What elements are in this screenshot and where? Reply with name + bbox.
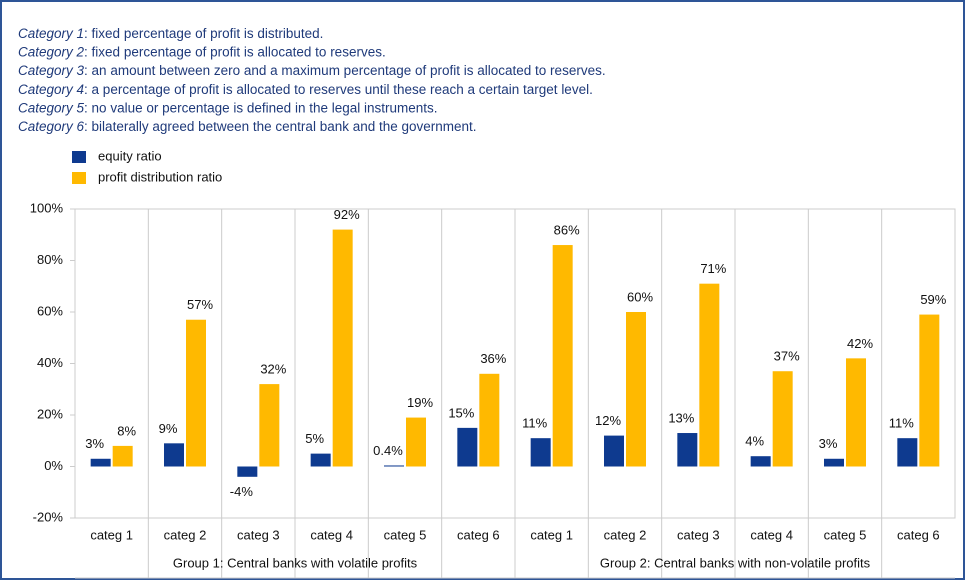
y-tick-label: 100% [30,200,64,215]
bar [677,433,698,467]
bar [259,384,280,467]
x-tick-label: categ 2 [604,527,647,542]
value-label: 71% [700,261,726,276]
bar [552,245,573,467]
note-label: Category 6 [18,119,85,134]
note-text: : fixed percentage of profit is allocate… [84,44,386,59]
value-label: 15% [448,405,474,420]
value-label: 60% [627,289,653,304]
value-label: 0.4% [373,443,403,458]
note: Category 3: an amount between zero and a… [18,63,606,78]
note-text: : bilaterally agreed between the central… [84,119,477,134]
note-label: Category 2 [18,44,85,59]
x-tick-label: categ 6 [457,527,500,542]
note-label: Category 1 [18,26,84,41]
note-text: : fixed percentage of profit is distribu… [84,26,323,41]
y-tick-label: 20% [37,406,63,421]
group-label: Group 1: Central banks with volatile pro… [173,555,418,570]
bar [384,465,404,467]
legend-swatch [72,151,86,163]
value-label: 42% [847,336,873,351]
value-label: 59% [920,292,946,307]
note: Category 1: fixed percentage of profit i… [18,26,323,41]
value-label: 11% [889,416,914,431]
bar [186,319,206,467]
value-label: 8% [117,423,136,438]
x-tick-label: categ 3 [237,527,280,542]
value-label: 37% [774,349,800,364]
y-tick-label: 80% [37,252,63,267]
value-label: 92% [334,207,360,222]
legend-swatch [72,172,86,184]
note-label: Category 3 [18,63,85,78]
bar [332,229,353,467]
note: Category 2: fixed percentage of profit i… [18,44,386,59]
note: Category 4: a percentage of profit is al… [18,81,593,96]
bar [897,438,918,467]
x-tick-label: categ 5 [384,527,427,542]
note: Category 5: no value or percentage is de… [18,100,438,115]
value-label: 13% [668,410,694,425]
x-tick-label: categ 4 [750,527,793,542]
bar [479,373,500,467]
bar [699,283,720,467]
note-text: : an amount between zero and a maximum p… [84,63,606,78]
bar [457,427,478,467]
y-tick-label: 40% [37,355,63,370]
bar [112,445,133,467]
bar [237,466,258,477]
value-label: 19% [407,395,433,410]
x-tick-label: categ 6 [897,527,940,542]
x-tick-label: categ 2 [164,527,207,542]
bar [90,458,111,467]
bar [824,458,844,467]
value-label: 12% [595,413,621,428]
value-label: 3% [85,436,104,451]
value-label: -4% [230,484,254,499]
y-tick-label: -20% [33,509,64,524]
x-tick-label: categ 1 [90,527,133,542]
value-label: 9% [159,421,178,436]
note-label: Category 5 [18,100,85,115]
bar [846,358,866,467]
group-label: Group 2: Central banks with non-volatile… [600,555,871,570]
value-label: 5% [305,431,324,446]
bar [626,312,646,467]
legend-label: equity ratio [98,148,162,163]
bar [164,443,184,467]
bar [772,371,793,467]
value-label: 36% [480,351,506,366]
legend-label: profit distribution ratio [98,169,222,184]
x-tick-label: categ 1 [530,527,573,542]
value-label: 3% [819,436,838,451]
value-label: 11% [522,416,547,431]
bar [406,417,426,467]
value-label: 57% [187,297,213,312]
bar [604,435,624,467]
y-tick-label: 0% [44,458,63,473]
bar [530,438,551,467]
value-label: 4% [745,434,764,449]
note-text: : no value or percentage is defined in t… [84,100,437,115]
value-label: 32% [260,362,286,377]
bar [919,314,940,467]
note-text: : a percentage of profit is allocated to… [84,81,593,96]
note-label: Category 4 [18,81,84,96]
x-tick-label: categ 5 [824,527,867,542]
x-tick-label: categ 4 [310,527,353,542]
x-tick-label: categ 3 [677,527,720,542]
value-label: 86% [554,222,580,237]
note: Category 6: bilaterally agreed between t… [18,119,477,134]
bar [310,453,331,467]
y-tick-label: 60% [37,303,63,318]
bar [750,456,771,467]
